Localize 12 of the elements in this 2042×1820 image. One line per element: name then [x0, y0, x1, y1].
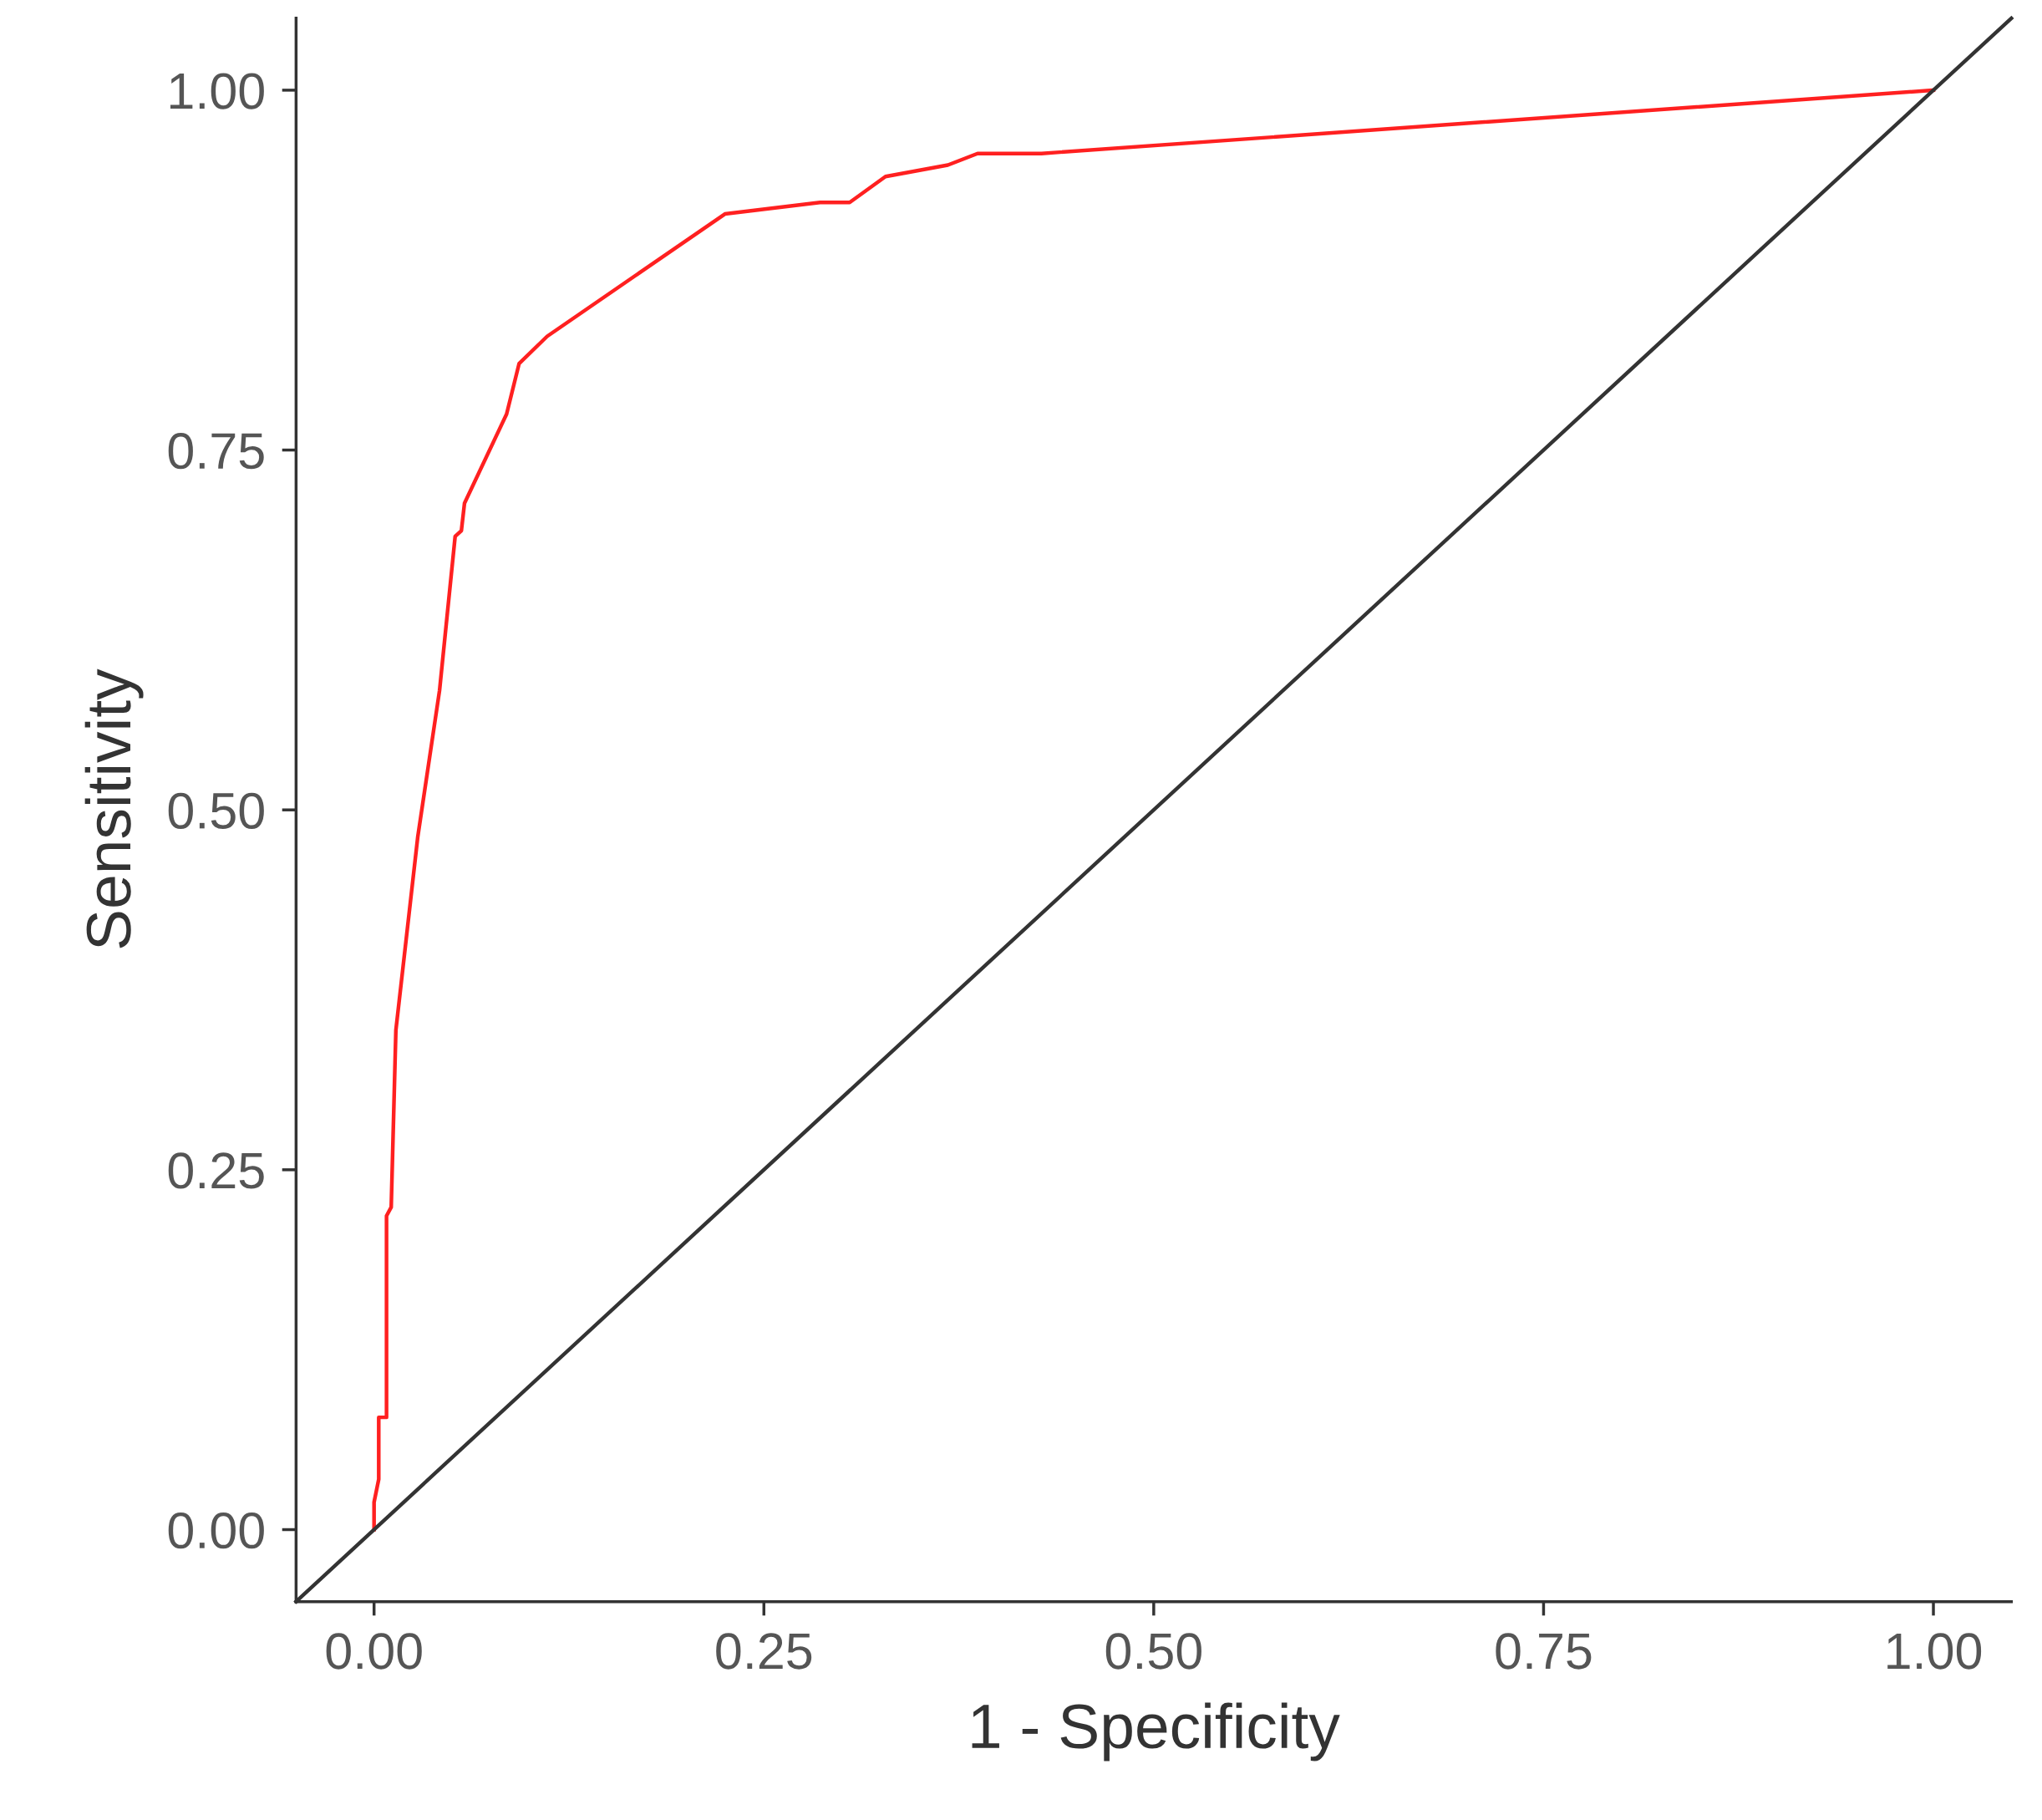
x-tick-label: 0.00 — [326, 1633, 422, 1670]
y-tick-label: 0.25 — [168, 1152, 264, 1189]
x-tick-label: 1.00 — [1887, 1633, 1982, 1670]
y-tick-label: 0.00 — [168, 1512, 264, 1549]
x-tick-label: 0.50 — [1105, 1633, 1201, 1670]
y-axis-title: Sensitivity — [84, 669, 144, 948]
y-tick-label: 0.75 — [168, 433, 264, 470]
x-tick-label: 0.25 — [716, 1633, 812, 1670]
x-tick-label: 0.75 — [1496, 1633, 1592, 1670]
y-tick-label: 0.50 — [168, 792, 264, 829]
y-tick-label: 1.00 — [170, 73, 264, 109]
x-axis-title: 1 - Specificity — [972, 1702, 1340, 1762]
